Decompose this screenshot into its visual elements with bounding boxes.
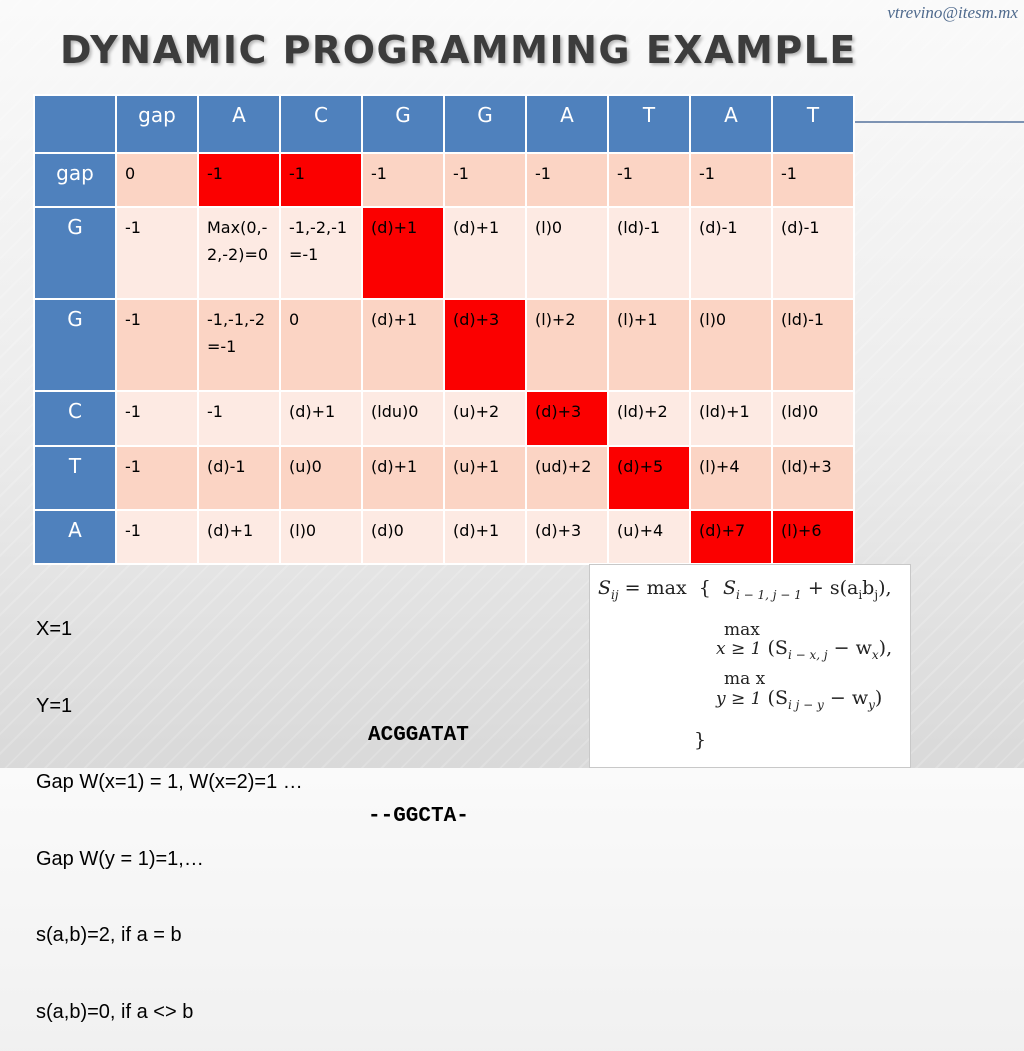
matrix-cell: (u)+2 — [443, 390, 527, 447]
matrix-cell: (ld)0 — [771, 390, 855, 447]
matrix-cell: (d)+1 — [361, 298, 445, 392]
traceback-cell: (l)+6 — [771, 509, 855, 565]
traceback-cell: (d)+7 — [689, 509, 773, 565]
formula-line-3: y ≥ 1 (Si j − y − wy) — [716, 687, 883, 712]
traceback-cell: (d)+5 — [607, 445, 691, 511]
column-header: T — [771, 94, 855, 154]
matrix-cell: -1 — [115, 509, 199, 565]
matrix-cell: (l)+4 — [689, 445, 773, 511]
matrix-row: gap 0 -1 -1 -1 -1 -1 -1 -1 -1 — [33, 152, 855, 208]
column-header: T — [607, 94, 691, 154]
matrix-cell: (d)+1 — [197, 509, 281, 565]
traceback-cell: -1 — [197, 152, 281, 208]
traceback-cell: -1 — [279, 152, 363, 208]
row-header: G — [33, 206, 117, 300]
recurrence-formula: Sij = max { Si − 1, j − 1 + s(aibj), max… — [589, 564, 911, 768]
matrix-cell: 0 — [279, 298, 363, 392]
matrix-cell: (u)0 — [279, 445, 363, 511]
scoring-notes: X=1 Y=1 Gap W(x=1) = 1, W(x=2)=1 … Gap W… — [36, 566, 303, 1051]
matrix-cell: -1 — [607, 152, 691, 208]
alignment-result: ACGGATAT --GGCTA- — [368, 668, 469, 857]
matrix-row: C -1 -1 (d)+1 (ldu)0 (u)+2 (d)+3 (ld)+2 (ld)+1 (l… — [33, 390, 855, 447]
matrix-cell: (ud)+2 — [525, 445, 609, 511]
matrix-cell: -1 — [115, 298, 199, 392]
matrix-cell: (d)-1 — [689, 206, 773, 300]
note-line: Y=1 — [36, 694, 73, 717]
matrix-cell: (ldu)0 — [361, 390, 445, 447]
matrix-cell: -1,-1,-2=-1 — [197, 298, 281, 392]
matrix-cell: (d)+3 — [525, 509, 609, 565]
note-line: s(a,b)=2, if a = b — [36, 924, 182, 946]
header-row: gap A C G G A T A T — [33, 94, 855, 154]
traceback-cell: (d)+3 — [525, 390, 609, 447]
row-header: A — [33, 509, 117, 565]
column-header: C — [279, 94, 363, 154]
matrix-cell: -1 — [361, 152, 445, 208]
formula-max-2: max — [724, 620, 760, 640]
matrix-cell: (d)+1 — [443, 206, 527, 300]
column-header: A — [689, 94, 773, 154]
note-line: s(a,b)=0, if a <> b — [36, 1000, 194, 1023]
corner-cell — [33, 94, 117, 154]
matrix-cell: -1 — [115, 390, 199, 447]
matrix-cell: (d)+1 — [361, 445, 445, 511]
row-header: T — [33, 445, 117, 511]
column-header: A — [197, 94, 281, 154]
column-header: A — [525, 94, 609, 154]
formula-max-3: ma x — [724, 669, 766, 689]
matrix-cell: (d)+1 — [443, 509, 527, 565]
matrix-cell: (ld)-1 — [771, 298, 855, 392]
matrix-cell: (d)0 — [361, 509, 445, 565]
slide-title: DYNAMIC PROGRAMMING EXAMPLE — [60, 28, 857, 72]
matrix-cell: -1 — [525, 152, 609, 208]
alignment-seq-2: --GGCTA- — [368, 805, 469, 828]
matrix-cell: (l)+2 — [525, 298, 609, 392]
matrix-cell: (u)+1 — [443, 445, 527, 511]
matrix-cell: -1,-2,-1=-1 — [279, 206, 363, 300]
matrix-cell: (l)0 — [525, 206, 609, 300]
row-header: gap — [33, 152, 117, 208]
author-email: vtrevino@itesm.mx — [887, 3, 1018, 22]
note-line: Gap W(x=1) = 1, W(x=2)=1 … — [36, 771, 303, 793]
column-header: G — [443, 94, 527, 154]
matrix-row: G -1 Max(0,-2,-2)=0 -1,-2,-1=-1 (d)+1 (d)+1 (l… — [33, 206, 855, 300]
row-header: G — [33, 298, 117, 392]
traceback-cell: (d)+3 — [443, 298, 527, 392]
traceback-cell: (d)+1 — [361, 206, 445, 300]
column-header: gap — [115, 94, 199, 154]
matrix-cell: -1 — [689, 152, 773, 208]
note-line: X=1 — [36, 618, 73, 640]
matrix-cell: (l)0 — [279, 509, 363, 565]
matrix-row: T -1 (d)-1 (u)0 (d)+1 (u)+1 (ud)+2 (d)+5 (l)+4 (l… — [33, 445, 855, 511]
formula-line-1: Sij = max { Si − 1, j − 1 + s(aibj), — [598, 577, 892, 602]
alignment-seq-1: ACGGATAT — [368, 724, 469, 747]
matrix-cell: (ld)+2 — [607, 390, 691, 447]
matrix-cell: -1 — [771, 152, 855, 208]
matrix-cell: (ld)+3 — [771, 445, 855, 511]
matrix-row: G -1 -1,-1,-2=-1 0 (d)+1 (d)+3 (l)+2 (l)+1 (l)0(… — [33, 298, 855, 392]
matrix-cell: (d)-1 — [197, 445, 281, 511]
note-line: Gap W(y = 1)=1,… — [36, 847, 204, 870]
matrix-cell: -1 — [443, 152, 527, 208]
matrix-cell: (l)0 — [689, 298, 773, 392]
matrix-cell: (ld)-1 — [607, 206, 691, 300]
matrix-cell: (d)+1 — [279, 390, 363, 447]
matrix-cell: 0 — [115, 152, 199, 208]
matrix-cell: (l)+1 — [607, 298, 691, 392]
formula-line-2: x ≥ 1 (Si − x, j − wx), — [716, 637, 893, 662]
title-rule — [853, 121, 1024, 123]
matrix-cell: (d)-1 — [771, 206, 855, 300]
matrix-cell: -1 — [115, 445, 199, 511]
matrix-row: A -1 (d)+1 (l)0 (d)0 (d)+1 (d)+3 (u)+4 (d)+7 (l)+… — [33, 509, 855, 565]
matrix-cell: (u)+4 — [607, 509, 691, 565]
matrix-cell: -1 — [115, 206, 199, 300]
formula-brace-close: } — [694, 729, 707, 751]
matrix-cell: Max(0,-2,-2)=0 — [197, 206, 281, 300]
matrix-cell: (ld)+1 — [689, 390, 773, 447]
column-header: G — [361, 94, 445, 154]
matrix-cell: -1 — [197, 390, 281, 447]
row-header: C — [33, 390, 117, 447]
